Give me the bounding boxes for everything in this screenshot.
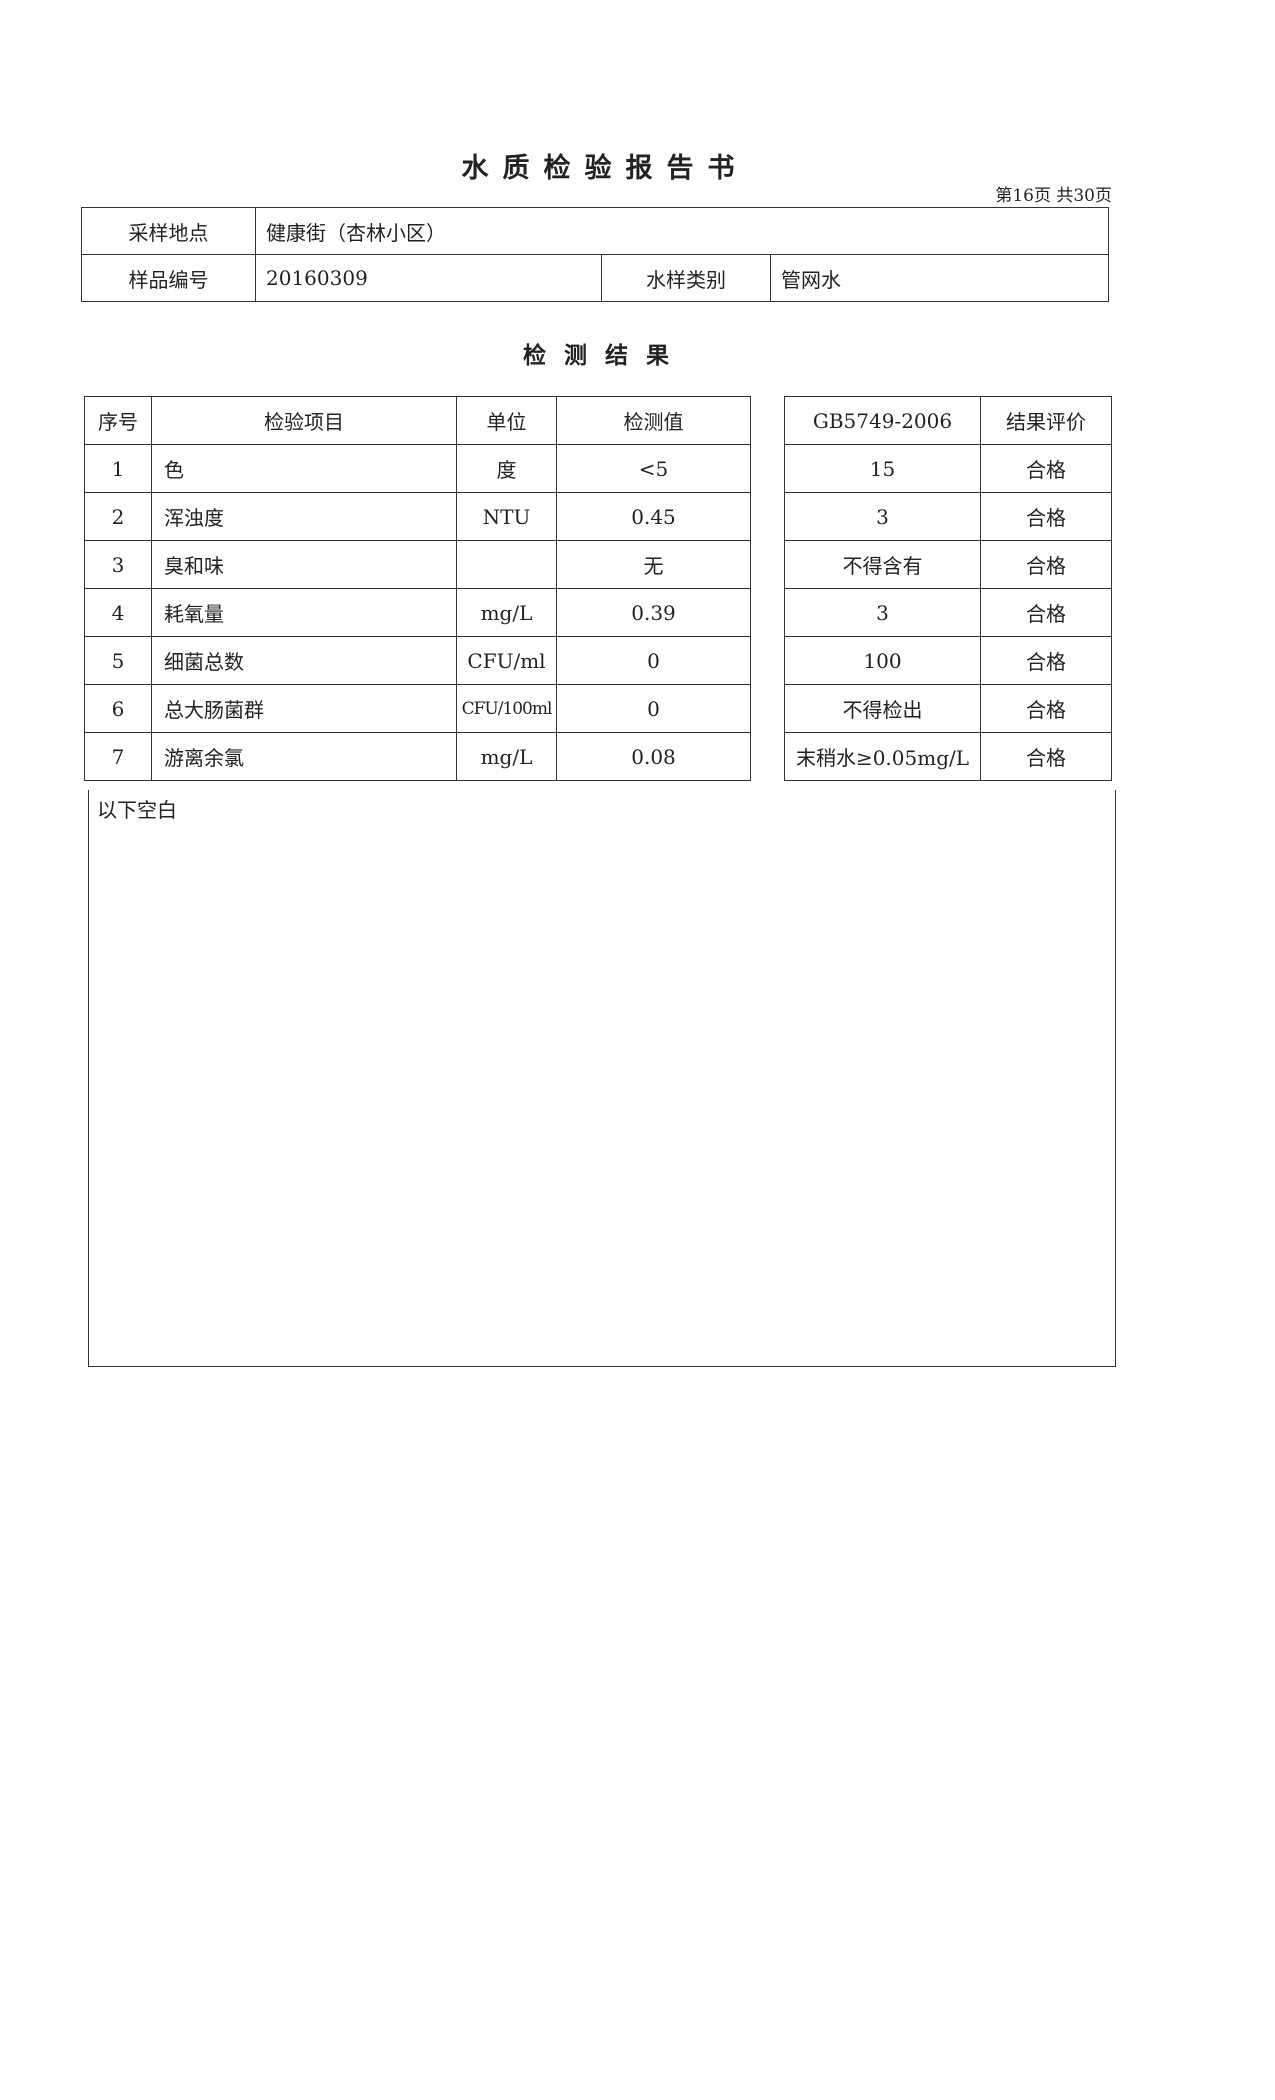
cell-unit <box>456 540 557 589</box>
cell-value: 0 <box>556 636 751 685</box>
cell-item: 耗氧量 <box>151 588 457 637</box>
page-info: 第16页 共30页 <box>995 186 1112 206</box>
cell-unit: mg/L <box>456 588 557 637</box>
cell-seq: 6 <box>84 684 152 733</box>
cell-evaluation: 合格 <box>980 540 1112 589</box>
cell-seq: 4 <box>84 588 152 637</box>
location-value: 健康街（杏林小区） <box>255 207 1109 255</box>
location-label: 采样地点 <box>81 207 256 255</box>
cell-seq: 2 <box>84 492 152 541</box>
column-gap <box>750 492 785 541</box>
cell-item: 细菌总数 <box>151 636 457 685</box>
column-gap <box>750 732 785 781</box>
sample-info-table: 采样地点 健康街（杏林小区） 样品编号 20160309 水样类别 管网水 <box>81 207 1109 302</box>
cell-standard: 末稍水≥0.05mg/L <box>784 732 981 781</box>
column-gap <box>750 684 785 733</box>
cell-evaluation: 合格 <box>980 732 1112 781</box>
cell-standard: 不得含有 <box>784 540 981 589</box>
cell-standard: 3 <box>784 588 981 637</box>
cell-standard: 15 <box>784 444 981 493</box>
cell-item: 臭和味 <box>151 540 457 589</box>
cell-value: 0.39 <box>556 588 751 637</box>
cell-value: 0.08 <box>556 732 751 781</box>
cell-seq: 1 <box>84 444 152 493</box>
column-gap <box>750 444 785 493</box>
sample-no-value: 20160309 <box>255 254 602 302</box>
section-title: 检测结果 <box>523 343 687 369</box>
column-gap <box>750 636 785 685</box>
column-gap <box>750 540 785 589</box>
cell-item: 色 <box>151 444 457 493</box>
blank-note: 以下空白 <box>97 798 177 822</box>
table-row: 1 色度 <5 15 合格 <box>84 444 1112 493</box>
results-header-row: 序号 检验项目 单位 检测值 GB5749-2006 结果评价 <box>84 396 1112 445</box>
cell-item: 总大肠菌群 <box>151 684 457 733</box>
table-row: 7 游离余氯 mg/L 0.08 末稍水≥0.05mg/L 合格 <box>84 732 1112 781</box>
cell-standard: 不得检出 <box>784 684 981 733</box>
cell-seq: 3 <box>84 540 152 589</box>
cell-standard: 3 <box>784 492 981 541</box>
header-seq: 序号 <box>84 396 152 445</box>
table-row: 3 臭和味 无不得含有 合格 <box>84 540 1112 589</box>
header-value: 检测值 <box>556 396 751 445</box>
sample-type-label: 水样类别 <box>601 254 771 302</box>
table-row: 5 细菌总数 CFU/ml 0 100 合格 <box>84 636 1112 685</box>
cell-evaluation: 合格 <box>980 684 1112 733</box>
header-standard: GB5749-2006 <box>784 396 981 445</box>
cell-seq: 5 <box>84 636 152 685</box>
cell-value: 0.45 <box>556 492 751 541</box>
cell-item: 浑浊度 <box>151 492 457 541</box>
info-row-location: 采样地点 健康街（杏林小区） <box>81 207 1109 255</box>
cell-unit: 度 <box>456 444 557 493</box>
cell-evaluation: 合格 <box>980 588 1112 637</box>
cell-unit: mg/L <box>456 732 557 781</box>
cell-evaluation: 合格 <box>980 444 1112 493</box>
cell-evaluation: 合格 <box>980 636 1112 685</box>
cell-value: 无 <box>556 540 751 589</box>
cell-item: 游离余氯 <box>151 732 457 781</box>
cell-value: 0 <box>556 684 751 733</box>
header-item: 检验项目 <box>151 396 457 445</box>
sample-no-label: 样品编号 <box>81 254 256 302</box>
sample-type-value: 管网水 <box>770 254 1109 302</box>
blank-area: 以下空白 <box>88 790 1116 1367</box>
cell-unit: CFU/ml <box>456 636 557 685</box>
cell-value: <5 <box>556 444 751 493</box>
cell-unit: CFU/100ml <box>456 684 557 733</box>
table-row: 2 浑浊度 NTU 0.45 3 合格 <box>84 492 1112 541</box>
table-row: 6 总大肠菌群 CFU/100ml 0 不得检出 合格 <box>84 684 1112 733</box>
column-gap <box>750 396 785 445</box>
table-row: 4 耗氧量 mg/L 0.39 3 合格 <box>84 588 1112 637</box>
header-evaluation: 结果评价 <box>980 396 1112 445</box>
cell-evaluation: 合格 <box>980 492 1112 541</box>
info-row-sample: 样品编号 20160309 水样类别 管网水 <box>81 254 1109 302</box>
header-unit: 单位 <box>456 396 557 445</box>
results-table: 序号 检验项目 单位 检测值 GB5749-2006 结果评价 1 色度 <5 15 合格 2 浑浊度… <box>84 396 1112 781</box>
cell-unit: NTU <box>456 492 557 541</box>
report-title: 水质检验报告书 <box>461 153 749 184</box>
column-gap <box>750 588 785 637</box>
cell-standard: 100 <box>784 636 981 685</box>
cell-seq: 7 <box>84 732 152 781</box>
